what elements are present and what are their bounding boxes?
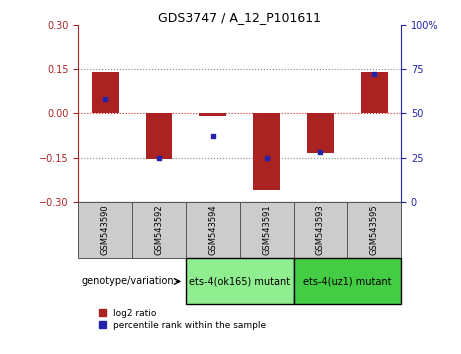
Point bbox=[209, 133, 217, 139]
Point bbox=[101, 96, 109, 102]
Legend: log2 ratio, percentile rank within the sample: log2 ratio, percentile rank within the s… bbox=[99, 309, 266, 330]
Bar bbox=[186, 258, 294, 304]
Bar bbox=[253, 113, 280, 190]
Text: genotype/variation: genotype/variation bbox=[82, 276, 175, 286]
Point bbox=[263, 155, 270, 160]
Text: GSM543591: GSM543591 bbox=[262, 205, 271, 256]
Text: ets-4(uz1) mutant: ets-4(uz1) mutant bbox=[303, 276, 391, 286]
Point bbox=[371, 72, 378, 77]
Bar bbox=[240, 202, 294, 258]
Text: GSM543592: GSM543592 bbox=[154, 205, 164, 256]
Bar bbox=[146, 113, 172, 159]
Bar bbox=[294, 258, 401, 304]
Bar bbox=[132, 202, 186, 258]
Bar bbox=[199, 113, 226, 116]
Bar bbox=[307, 113, 334, 153]
Bar bbox=[294, 202, 347, 258]
Text: GSM543595: GSM543595 bbox=[370, 205, 378, 256]
Text: ets-4(ok165) mutant: ets-4(ok165) mutant bbox=[189, 276, 290, 286]
Bar bbox=[347, 202, 401, 258]
Bar bbox=[361, 72, 388, 113]
Bar bbox=[92, 72, 118, 113]
Bar bbox=[78, 202, 132, 258]
Title: GDS3747 / A_12_P101611: GDS3747 / A_12_P101611 bbox=[158, 11, 321, 24]
Text: GSM543593: GSM543593 bbox=[316, 205, 325, 256]
Text: GSM543590: GSM543590 bbox=[101, 205, 110, 256]
Text: GSM543594: GSM543594 bbox=[208, 205, 217, 256]
Point bbox=[317, 149, 324, 155]
Bar bbox=[186, 202, 240, 258]
Point bbox=[155, 155, 163, 160]
